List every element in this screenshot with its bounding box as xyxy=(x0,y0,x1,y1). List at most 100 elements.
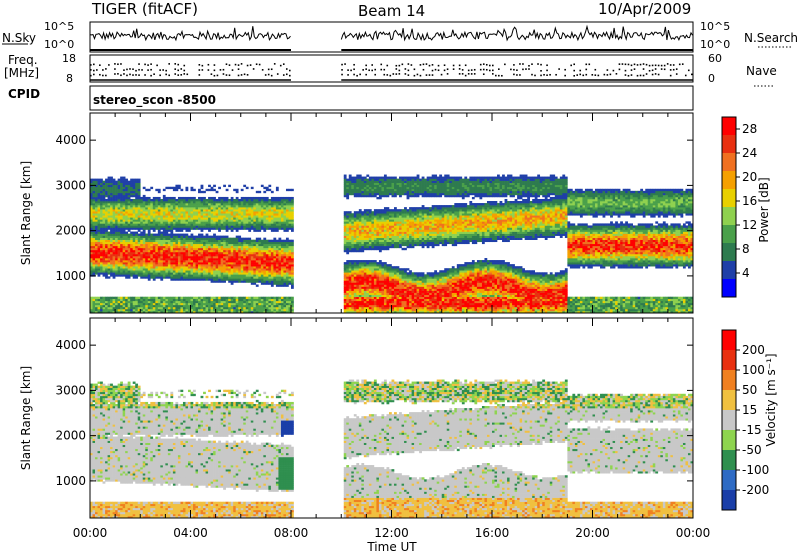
heatmap-cell xyxy=(231,238,234,240)
heatmap-cell xyxy=(155,309,158,311)
heatmap-cell xyxy=(256,201,259,203)
heatmap-cell xyxy=(258,244,261,246)
heatmap-cell xyxy=(183,252,186,254)
heatmap-cell xyxy=(125,252,128,254)
heatmap-cell xyxy=(158,256,161,258)
heatmap-cell xyxy=(193,223,196,225)
heatmap-cell xyxy=(196,264,199,266)
heatmap-cell xyxy=(369,305,372,307)
heatmap-cell xyxy=(208,309,211,311)
heatmap-cell xyxy=(100,299,103,301)
heatmap-cell xyxy=(165,299,168,301)
heatmap-cell xyxy=(276,264,279,266)
heatmap-cell xyxy=(206,278,209,280)
heatmap-cell xyxy=(140,268,143,270)
heatmap-cell xyxy=(133,189,136,191)
heatmap-cell xyxy=(125,179,128,181)
heatmap-cell xyxy=(231,264,234,266)
heatmap-cell xyxy=(165,187,168,189)
heatmap-cell xyxy=(376,179,379,181)
heatmap-cell xyxy=(354,305,357,307)
heatmap-cell xyxy=(130,213,133,215)
heatmap-cell xyxy=(374,185,377,187)
heatmap-cell xyxy=(379,193,382,195)
heatmap-cell xyxy=(110,217,113,219)
heatmap-cell xyxy=(238,236,241,238)
heatmap-cell xyxy=(236,221,239,223)
heatmap-cell xyxy=(369,299,372,301)
heatmap-cell xyxy=(266,280,269,282)
heatmap-cell xyxy=(203,244,206,246)
heatmap-cell xyxy=(278,205,281,207)
heatmap-cell xyxy=(208,185,211,187)
heatmap-cell xyxy=(153,297,156,299)
nsearch-tick-top: 10^5 xyxy=(700,20,730,33)
heatmap-cell xyxy=(233,246,236,248)
heatmap-cell xyxy=(98,181,101,183)
heatmap-cell xyxy=(346,266,349,268)
heatmap-cell xyxy=(281,260,284,262)
heatmap-cell xyxy=(206,225,209,227)
heatmap-cell xyxy=(356,195,359,197)
heatmap-cell xyxy=(165,242,168,244)
heatmap-cell xyxy=(218,254,221,256)
heatmap-cell xyxy=(231,242,234,244)
heatmap-cell xyxy=(364,225,367,227)
heatmap-cell xyxy=(223,203,226,205)
heatmap-cell xyxy=(203,305,206,307)
heatmap-cell xyxy=(105,305,108,307)
heatmap-cell xyxy=(268,223,271,225)
heatmap-cell xyxy=(359,264,362,266)
heatmap-cell xyxy=(163,201,166,203)
heatmap-cell xyxy=(118,209,121,211)
heatmap-cell xyxy=(180,266,183,268)
heatmap-cell xyxy=(223,240,226,242)
heatmap-cell xyxy=(198,219,201,221)
heatmap-cell xyxy=(256,250,259,252)
heatmap-cell xyxy=(381,282,384,284)
heatmap-cell xyxy=(183,227,186,229)
heatmap-cell xyxy=(238,199,241,201)
heatmap-cell xyxy=(108,256,111,258)
heatmap-cell xyxy=(283,262,286,264)
heatmap-cell xyxy=(118,215,121,217)
heatmap-cell xyxy=(206,244,209,246)
heatmap-cell xyxy=(376,305,379,307)
heatmap-cell xyxy=(268,258,271,260)
heatmap-cell xyxy=(248,230,251,232)
heatmap-cell xyxy=(108,181,111,183)
heatmap-cell xyxy=(168,215,171,217)
heatmap-cell xyxy=(286,209,289,211)
heatmap-cell xyxy=(150,305,153,307)
heatmap-cell xyxy=(143,242,146,244)
heatmap-cell xyxy=(196,309,199,311)
heatmap-cell xyxy=(218,223,221,225)
heatmap-cell xyxy=(130,187,133,189)
heatmap-cell xyxy=(258,246,261,248)
heatmap-cell xyxy=(344,189,347,191)
heatmap-cell xyxy=(175,260,178,262)
heatmap-cell xyxy=(113,205,116,207)
heatmap-cell xyxy=(231,209,234,211)
heatmap-cell xyxy=(100,307,103,309)
heatmap-cell xyxy=(188,225,191,227)
heatmap-cell xyxy=(170,232,173,234)
heatmap-cell xyxy=(286,199,289,201)
heatmap-cell xyxy=(160,303,163,305)
heatmap-cell xyxy=(381,268,384,270)
heatmap-cell xyxy=(258,248,261,250)
heatmap-cell xyxy=(196,199,199,201)
heatmap-cell xyxy=(198,211,201,213)
heatmap-cell xyxy=(100,309,103,311)
heatmap-cell xyxy=(105,299,108,301)
heatmap-cell xyxy=(228,219,231,221)
heatmap-cell xyxy=(236,274,239,276)
heatmap-cell xyxy=(271,270,274,272)
heatmap-cell xyxy=(258,230,261,232)
heatmap-cell xyxy=(93,209,96,211)
heatmap-cell xyxy=(286,223,289,225)
heatmap-cell xyxy=(223,266,226,268)
heatmap-cell xyxy=(138,179,141,181)
heatmap-cell xyxy=(203,227,206,229)
heatmap-cell xyxy=(175,264,178,266)
